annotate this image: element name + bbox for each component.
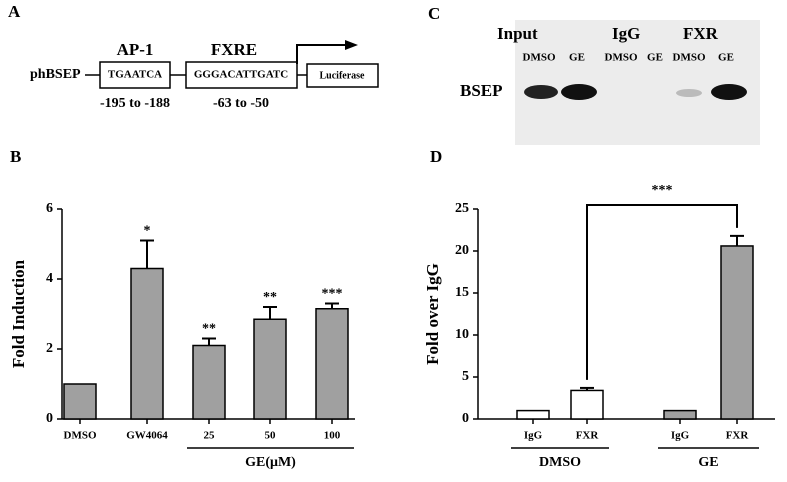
band	[524, 85, 558, 99]
y-tick-label: 10	[455, 327, 469, 342]
x-tick-label: IgG	[524, 430, 543, 442]
significance: *	[144, 224, 151, 239]
row-label: BSEP	[460, 81, 503, 100]
y-tick-label: 2	[46, 341, 53, 356]
y-axis-label: Fold Induction	[9, 259, 28, 368]
column-label: IgG	[612, 24, 640, 43]
element-position: -63 to -50	[213, 96, 269, 111]
tss-arrow	[296, 44, 345, 64]
y-axis-label: Fold over IgG	[423, 263, 442, 365]
reporter-box	[306, 63, 379, 88]
x-tick-label: DMSO	[64, 430, 97, 442]
group-label: GE(μM)	[245, 455, 296, 470]
y-tick-label: 0	[462, 411, 469, 426]
band	[711, 84, 747, 100]
bar	[516, 409, 550, 420]
lane-label: DMSO	[523, 52, 556, 64]
significance: **	[263, 290, 277, 305]
significance: ***	[322, 287, 343, 302]
y-tick-label: 15	[455, 285, 469, 300]
bar	[130, 267, 164, 420]
lane-label: GE	[647, 52, 663, 64]
significance: **	[202, 322, 216, 337]
sequence: GGGACATTGATC	[194, 69, 288, 81]
lane-label: DMSO	[673, 52, 706, 64]
x-tick-label: FXR	[726, 430, 750, 442]
bar	[192, 344, 226, 420]
panel-label: A	[8, 2, 21, 21]
x-tick-label: 100	[324, 430, 341, 442]
band	[561, 84, 597, 100]
y-tick-label: 5	[462, 369, 469, 384]
bar	[720, 245, 754, 420]
bar	[315, 308, 349, 420]
x-tick-label: 50	[265, 430, 277, 442]
element-name: FXRE	[211, 40, 257, 59]
band	[676, 89, 702, 97]
bar	[663, 409, 697, 420]
element-name: AP-1	[117, 40, 154, 59]
bar	[570, 389, 604, 420]
sequence: TGAATCA	[108, 69, 162, 81]
panel-label: C	[428, 4, 440, 23]
y-tick-label: 0	[46, 411, 53, 426]
comparison-bracket	[586, 204, 738, 380]
construct-label: phBSEP	[30, 67, 81, 82]
column-label: Input	[497, 24, 538, 43]
panel-label: D	[430, 147, 442, 166]
reporter-label: Luciferase	[320, 70, 366, 81]
y-tick-label: 25	[455, 201, 469, 216]
lane-label: GE	[569, 52, 585, 64]
x-tick-label: FXR	[576, 430, 600, 442]
lane-label: GE	[718, 52, 734, 64]
y-tick-label: 20	[455, 243, 469, 258]
x-tick-label: IgG	[671, 430, 690, 442]
significance: ***	[652, 183, 673, 198]
x-tick-label: GW4064	[126, 430, 168, 442]
y-tick-label: 4	[46, 271, 53, 286]
gel	[515, 20, 760, 145]
bar	[253, 318, 287, 420]
group-label: GE	[698, 455, 718, 470]
group-label: DMSO	[539, 455, 581, 470]
y-tick-label: 6	[46, 201, 53, 216]
element-position: -195 to -188	[100, 96, 170, 111]
x-tick-label: 25	[204, 430, 216, 442]
arrow-head	[345, 40, 358, 50]
panel-label: B	[10, 147, 21, 166]
element-box	[185, 61, 298, 89]
column-label: FXR	[683, 24, 719, 43]
bar	[63, 383, 97, 420]
element-box	[99, 61, 171, 89]
lane-label: DMSO	[605, 52, 638, 64]
